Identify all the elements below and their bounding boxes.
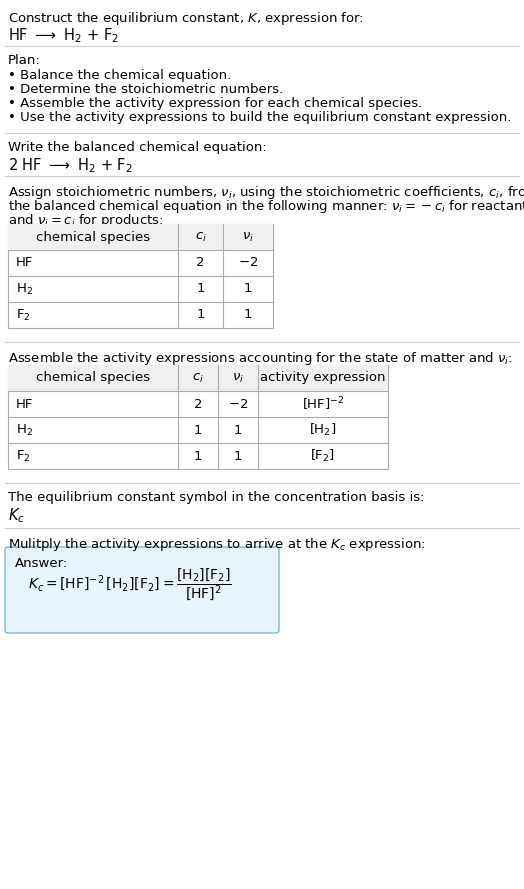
Text: 2 HF $\longrightarrow$ H$_2$ + F$_2$: 2 HF $\longrightarrow$ H$_2$ + F$_2$ <box>8 156 133 175</box>
Text: 1: 1 <box>244 308 252 322</box>
Text: HF $\longrightarrow$ H$_2$ + F$_2$: HF $\longrightarrow$ H$_2$ + F$_2$ <box>8 26 119 44</box>
Text: HF: HF <box>16 257 34 269</box>
Text: $-2$: $-2$ <box>228 397 248 411</box>
Text: 2: 2 <box>196 257 205 269</box>
Text: chemical species: chemical species <box>36 230 150 244</box>
Text: [HF]$^{-2}$: [HF]$^{-2}$ <box>302 396 344 412</box>
Text: 1: 1 <box>194 450 202 462</box>
Text: 1: 1 <box>234 450 242 462</box>
Text: and $\nu_i = c_i$ for products:: and $\nu_i = c_i$ for products: <box>8 212 163 229</box>
Text: H$_2$: H$_2$ <box>16 422 33 437</box>
Text: Answer:: Answer: <box>15 557 68 570</box>
Text: H$_2$: H$_2$ <box>16 282 33 297</box>
Bar <box>8 365 388 469</box>
Text: $c_i$: $c_i$ <box>194 230 206 244</box>
Text: Write the balanced chemical equation:: Write the balanced chemical equation: <box>8 141 267 154</box>
Bar <box>8 224 273 328</box>
Text: the balanced chemical equation in the following manner: $\nu_i = -c_i$ for react: the balanced chemical equation in the fo… <box>8 198 524 215</box>
Text: 1: 1 <box>244 283 252 295</box>
Text: Mulitply the activity expressions to arrive at the $K_c$ expression:: Mulitply the activity expressions to arr… <box>8 536 426 553</box>
Text: $-2$: $-2$ <box>238 257 258 269</box>
Text: $\nu_i$: $\nu_i$ <box>232 372 244 385</box>
Bar <box>8 224 273 250</box>
Text: • Use the activity expressions to build the equilibrium constant expression.: • Use the activity expressions to build … <box>8 111 511 124</box>
Text: $c_i$: $c_i$ <box>192 372 204 385</box>
Text: HF: HF <box>16 397 34 411</box>
Text: activity expression: activity expression <box>260 372 386 385</box>
Text: Construct the equilibrium constant, $K$, expression for:: Construct the equilibrium constant, $K$,… <box>8 10 364 27</box>
Text: Assemble the activity expressions accounting for the state of matter and $\nu_i$: Assemble the activity expressions accoun… <box>8 350 512 367</box>
Bar <box>8 365 388 391</box>
Text: $K_c = \mathrm{[HF]}^{-2}\,\mathrm{[H_2][F_2]} = \dfrac{\mathrm{[H_2][F_2]}}{\ma: $K_c = \mathrm{[HF]}^{-2}\,\mathrm{[H_2]… <box>28 567 232 603</box>
Text: $\nu_i$: $\nu_i$ <box>242 230 254 244</box>
Text: $K_c$: $K_c$ <box>8 506 25 525</box>
Text: • Assemble the activity expression for each chemical species.: • Assemble the activity expression for e… <box>8 97 422 110</box>
FancyBboxPatch shape <box>5 547 279 633</box>
Text: The equilibrium constant symbol in the concentration basis is:: The equilibrium constant symbol in the c… <box>8 491 424 504</box>
Text: 1: 1 <box>234 423 242 436</box>
Text: [H$_2$]: [H$_2$] <box>309 422 336 438</box>
Text: 2: 2 <box>194 397 202 411</box>
Text: 1: 1 <box>194 423 202 436</box>
Text: chemical species: chemical species <box>36 372 150 385</box>
Text: • Balance the chemical equation.: • Balance the chemical equation. <box>8 69 231 82</box>
Text: Assign stoichiometric numbers, $\nu_i$, using the stoichiometric coefficients, $: Assign stoichiometric numbers, $\nu_i$, … <box>8 184 524 201</box>
Text: F$_2$: F$_2$ <box>16 448 30 463</box>
Text: [F$_2$]: [F$_2$] <box>311 448 335 464</box>
Text: • Determine the stoichiometric numbers.: • Determine the stoichiometric numbers. <box>8 83 283 96</box>
Text: F$_2$: F$_2$ <box>16 308 30 323</box>
Text: Plan:: Plan: <box>8 54 41 67</box>
Text: 1: 1 <box>196 283 205 295</box>
Text: 1: 1 <box>196 308 205 322</box>
